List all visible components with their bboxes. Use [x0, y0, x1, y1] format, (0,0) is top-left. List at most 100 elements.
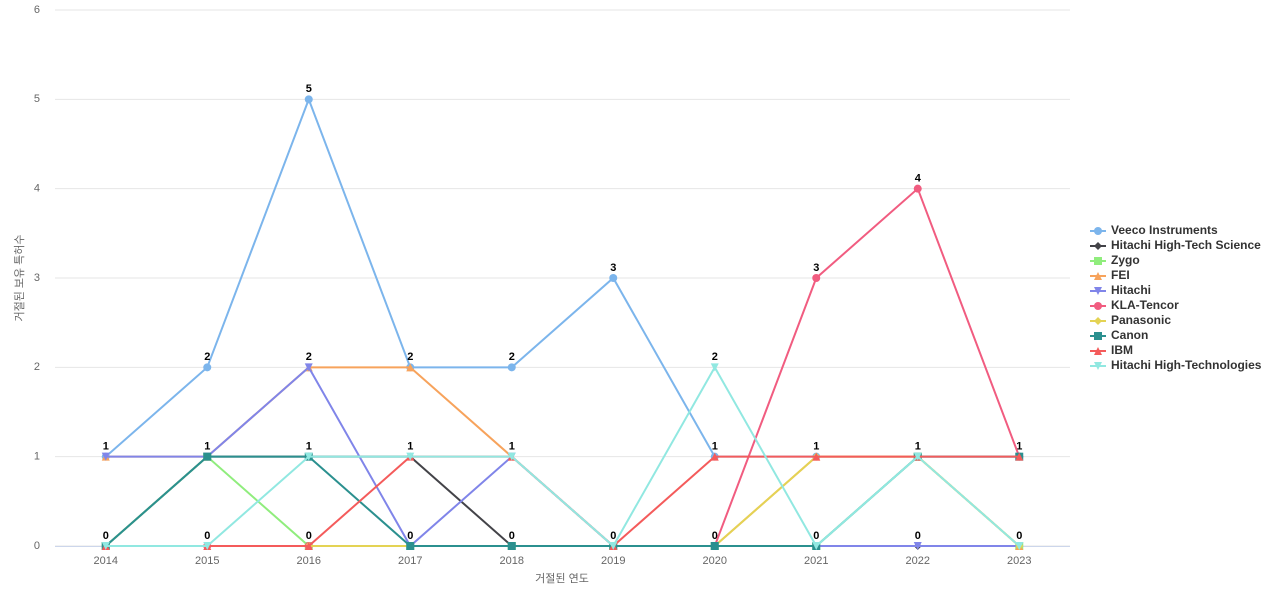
x-tick-label: 2017: [398, 555, 422, 567]
marker: [203, 452, 212, 461]
data-label: 1: [204, 441, 210, 453]
marker: [1094, 362, 1102, 370]
legend-label: Hitachi High-Tech Science: [1111, 238, 1261, 252]
data-label: 4: [915, 173, 922, 185]
legend-item[interactable]: FEI: [1090, 268, 1130, 282]
data-label: 1: [712, 441, 718, 453]
data-label: 0: [509, 530, 515, 542]
data-label: 0: [306, 530, 312, 542]
y-tick-label: 5: [34, 93, 40, 105]
marker: [812, 274, 821, 282]
data-label: 1: [915, 441, 921, 453]
data-label: 2: [407, 351, 413, 363]
marker: [1094, 257, 1102, 265]
legend-label: Canon: [1111, 328, 1148, 342]
data-label: 0: [204, 530, 210, 542]
data-label: 0: [407, 530, 413, 542]
legend-item[interactable]: Hitachi High-Tech Science: [1090, 238, 1261, 252]
x-tick-label: 2023: [1007, 555, 1031, 567]
x-tick-label: 2020: [703, 555, 727, 567]
data-label: 0: [915, 530, 921, 542]
marker: [1094, 287, 1102, 295]
legend-item[interactable]: Hitachi: [1090, 283, 1151, 297]
data-label: 1: [813, 441, 819, 453]
marker: [609, 542, 618, 550]
legend-item[interactable]: IBM: [1090, 343, 1133, 357]
data-label: 1: [509, 441, 515, 453]
y-tick-label: 3: [34, 272, 40, 284]
marker: [406, 363, 415, 372]
marker: [710, 363, 719, 372]
marker: [507, 452, 516, 461]
marker: [1094, 227, 1102, 235]
legend-item[interactable]: Canon: [1090, 328, 1148, 342]
marker: [304, 542, 313, 550]
legend-item[interactable]: Panasonic: [1090, 313, 1171, 327]
y-tick-label: 2: [34, 361, 40, 373]
marker: [1094, 332, 1102, 340]
legend-label: Veeco Instruments: [1111, 223, 1218, 237]
legend-item[interactable]: Hitachi High-Technologies: [1090, 358, 1262, 372]
marker: [304, 95, 313, 104]
y-tick-label: 6: [34, 4, 40, 16]
data-label: 2: [509, 351, 515, 363]
data-label: 2: [204, 351, 210, 363]
legend-label: Hitachi: [1111, 283, 1151, 297]
data-label: 0: [813, 530, 819, 542]
y-tick-label: 1: [34, 451, 40, 463]
data-label: 2: [306, 351, 312, 363]
legend-item[interactable]: Zygo: [1090, 253, 1140, 267]
marker: [1094, 302, 1102, 310]
data-label: 0: [103, 530, 109, 542]
y-tick-label: 4: [34, 183, 40, 195]
data-label: 2: [712, 351, 718, 363]
marker: [1015, 452, 1024, 461]
legend-label: IBM: [1111, 343, 1133, 357]
marker: [1094, 317, 1102, 325]
marker: [406, 542, 415, 550]
marker: [203, 363, 212, 372]
data-label: 3: [610, 262, 616, 274]
marker: [913, 184, 922, 193]
x-tick-label: 2021: [804, 555, 828, 567]
legend-label: KLA-Tencor: [1111, 298, 1179, 312]
marker: [101, 452, 110, 461]
marker: [913, 452, 922, 461]
marker: [507, 363, 516, 372]
y-axis-title: 거절된 보유 특허수: [13, 234, 26, 321]
data-label: 3: [813, 262, 819, 274]
legend-label: Panasonic: [1111, 313, 1171, 327]
data-label: 1: [407, 441, 413, 453]
marker: [710, 542, 719, 550]
x-axis-title: 거절된 연도: [535, 572, 589, 585]
marker: [710, 452, 719, 461]
x-tick-label: 2019: [601, 555, 625, 567]
marker: [101, 542, 110, 550]
y-tick-label: 0: [34, 540, 40, 552]
legend-label: Hitachi High-Technologies: [1111, 358, 1262, 372]
marker: [609, 274, 618, 282]
data-label: 5: [306, 83, 312, 95]
data-label: 0: [610, 530, 616, 542]
data-label: 1: [1016, 441, 1022, 453]
marker: [406, 452, 415, 461]
marker: [913, 542, 922, 550]
marker: [1094, 347, 1102, 355]
data-label: 1: [306, 441, 312, 453]
legend-label: FEI: [1111, 268, 1130, 282]
data-label: 0: [712, 530, 718, 542]
marker: [203, 542, 212, 550]
x-tick-label: 2018: [500, 555, 524, 567]
marker: [304, 363, 313, 372]
x-tick-label: 2016: [297, 555, 321, 567]
x-tick-label: 2014: [94, 555, 118, 567]
marker: [1094, 272, 1102, 280]
marker: [812, 452, 821, 461]
legend-item[interactable]: Veeco Instruments: [1090, 223, 1218, 237]
legend-label: Zygo: [1111, 253, 1140, 267]
marker: [1094, 242, 1102, 250]
x-tick-label: 2022: [906, 555, 930, 567]
series-line: [105, 365, 1020, 548]
legend-item[interactable]: KLA-Tencor: [1090, 298, 1179, 312]
